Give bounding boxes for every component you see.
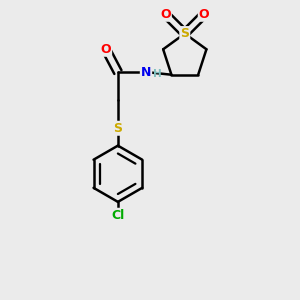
Text: N: N	[141, 65, 151, 79]
Text: O: O	[199, 8, 209, 21]
Text: Cl: Cl	[111, 209, 124, 222]
Text: O: O	[160, 8, 171, 21]
Text: H: H	[153, 69, 162, 79]
Text: S: S	[113, 122, 122, 135]
Text: S: S	[180, 27, 189, 40]
Text: O: O	[100, 43, 111, 56]
